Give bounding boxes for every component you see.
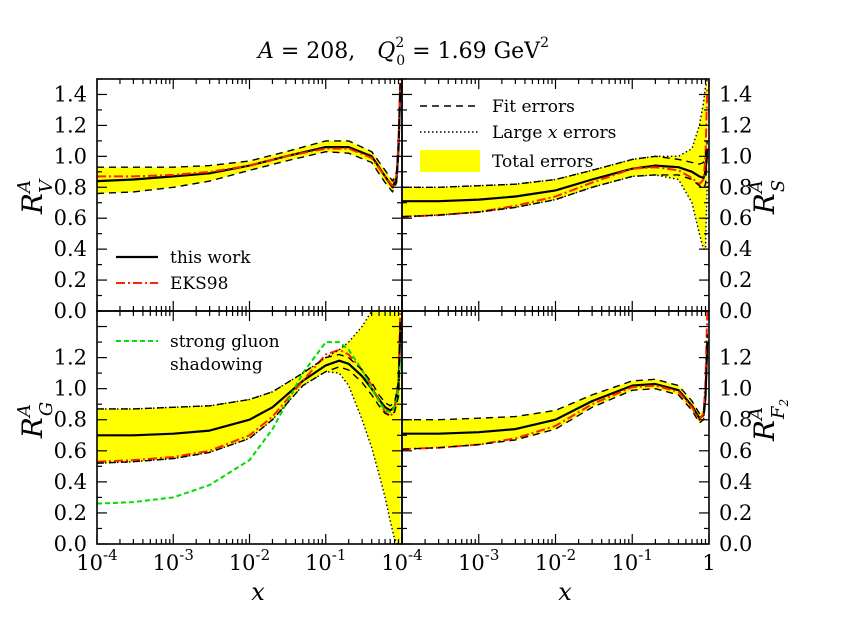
eks98-curve-bottom-right [402, 311, 709, 451]
y-tick-label: 0.6 [719, 206, 752, 230]
legend-fit-errors-label: Fit errors [492, 97, 575, 117]
x-tick-label: 10-2 [535, 546, 576, 575]
y-tick-label: 0.0 [54, 532, 87, 556]
y-tick-label: 1.0 [719, 144, 752, 168]
eks98-curve-top-left [97, 79, 402, 187]
y-tick-label: 1.2 [719, 113, 752, 137]
x-tick-label: 1 [702, 551, 715, 575]
y-tick-label: 1.4 [54, 82, 87, 106]
curves [97, 79, 709, 544]
strong-gluon-shadowing-curve-bottom-left [97, 341, 402, 505]
y-tick-label: 0.4 [54, 470, 87, 494]
y-tick-label: 0.2 [719, 268, 752, 292]
legend-this-work-label: this work [170, 248, 251, 268]
this-work-curve-bottom-left [97, 326, 402, 437]
y-tick-label: 0.4 [719, 470, 752, 494]
y-tick-label: 0.8 [719, 175, 752, 199]
y-tick-label: 1.2 [54, 113, 87, 137]
y-tick-label: 0.4 [719, 237, 752, 261]
y-tick-label: 0.0 [719, 299, 752, 323]
figure-header: A = 208, Q2 0 = 1.69 GeV2 [256, 35, 549, 69]
y-tick-label: 0.8 [54, 408, 87, 432]
legend-errors: Fit errors Large x errors Total errors [420, 97, 616, 172]
legend-gluon: strong gluon shadowing [116, 332, 280, 375]
legend-total-errors-swatch [420, 150, 480, 172]
legend-models: this work EKS98 [116, 248, 251, 294]
y-tick-label: 0.6 [719, 439, 752, 463]
panel-frame-top-left [96, 78, 403, 312]
header-q-sup: 2 [395, 35, 404, 51]
this-work-curve-top-left [97, 86, 402, 189]
y-tick-label: 0.0 [719, 532, 752, 556]
fit-errors-upper-curve-bottom-left [97, 318, 401, 410]
legend-eks98-label: EKS98 [170, 274, 228, 294]
x-tick-label: 10-1 [612, 546, 653, 575]
fit-errors-lower-curve-top-right [402, 156, 708, 218]
header-a-value: = 208, [274, 39, 355, 64]
header-q-value: = 1.69 GeV [405, 39, 541, 64]
this-work-curve-top-right [402, 148, 709, 203]
fit-errors-upper-curve-top-left [97, 79, 401, 182]
tick-labels: 0.0 0.2 0.4 0.6 0.8 1.0 1.2 1.4 0.0 0.2 0.4 0.6 0.8 1… [54, 82, 753, 575]
y-tick-label: 0.6 [54, 206, 87, 230]
x-tick-label: 10-4 [76, 546, 117, 575]
ylabel-sea: RAS [746, 180, 789, 215]
y-tick-label: 1.0 [719, 377, 752, 401]
legend-large-x-errors-label: Large x errors [492, 123, 616, 143]
xlabel-right: x [558, 578, 572, 606]
header-q-unit-sup: 2 [540, 35, 549, 51]
y-tick-label: 0.4 [54, 237, 87, 261]
total-errors-band-bottom-right [402, 334, 708, 450]
header-q-sub: 0 [396, 53, 405, 69]
fit-errors-lower-curve-top-left [97, 94, 401, 195]
eks98-curve-bottom-left [97, 311, 402, 463]
header-q-label: Q [377, 39, 395, 64]
total-errors-band-bottom-left [97, 311, 401, 544]
legend-gluon-line1: strong gluon [170, 332, 280, 352]
x-tick-label: 10-1 [305, 546, 346, 575]
legend-total-errors-label: Total errors [492, 152, 593, 172]
y-tick-label: 0.2 [54, 501, 87, 525]
y-tick-label: 0.2 [54, 268, 87, 292]
eks98-curve-top-right [402, 86, 709, 218]
fit-errors-lower-curve-bottom-left [97, 334, 401, 464]
x-tick-label: 10-3 [153, 546, 194, 575]
y-tick-label: 0.2 [719, 501, 752, 525]
y-tick-label: 1.2 [719, 346, 752, 370]
ylabel-valence: RAV [14, 178, 57, 215]
y-tick-label: 1.0 [54, 144, 87, 168]
x-tick-label: 10-4 [381, 546, 422, 575]
total-errors-band-top-right [402, 79, 708, 250]
y-tick-label: 0.8 [54, 175, 87, 199]
axis-ticks [96, 78, 710, 545]
total-errors-band-top-left [97, 79, 401, 194]
large-x-errors-upper-curve-top-right [402, 79, 708, 188]
y-tick-label: 1.2 [54, 346, 87, 370]
xlabel-left: x [251, 578, 265, 606]
error-bands [97, 79, 708, 544]
y-tick-label: 0.6 [54, 439, 87, 463]
y-tick-label: 0.0 [54, 299, 87, 323]
x-tick-label: 10-3 [458, 546, 499, 575]
ylabel-gluon: RAG [14, 402, 57, 439]
header-a-label: A [256, 39, 274, 64]
ylabel-f2: RAF2 [746, 399, 791, 442]
y-tick-label: 1.4 [719, 82, 752, 106]
legend-gluon-line2: shadowing [170, 355, 263, 375]
fit-errors-upper-curve-bottom-right [402, 334, 708, 421]
y-tick-label: 0.8 [719, 408, 752, 432]
y-tick-label: 1.0 [54, 377, 87, 401]
x-tick-label: 10-2 [229, 546, 270, 575]
